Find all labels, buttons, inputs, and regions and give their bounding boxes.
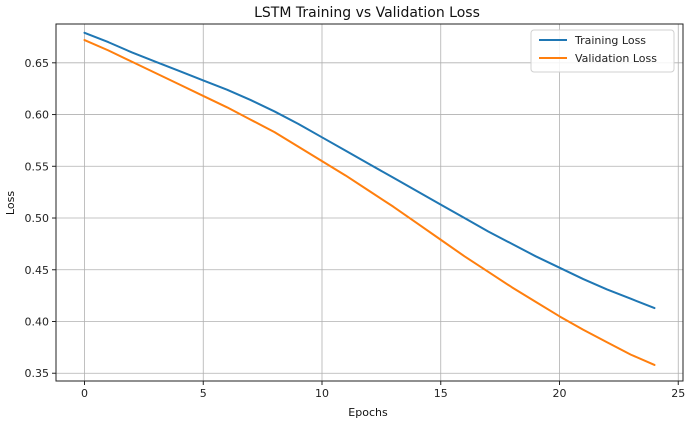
grid-layer [56, 24, 683, 381]
legend: Training Loss Validation Loss [530, 29, 675, 73]
x-tick-label: 10 [315, 387, 329, 400]
x-tick-label: 15 [434, 387, 448, 400]
x-tick-label: 0 [81, 387, 88, 400]
y-tick-label: 0.40 [25, 316, 50, 329]
series-line-validation-loss [83, 39, 656, 366]
plot-frame [55, 23, 684, 382]
x-tick-label: 5 [200, 387, 207, 400]
y-tick-label: 0.65 [25, 57, 50, 70]
y-tick-label: 0.45 [25, 264, 50, 277]
y-tick-label: 0.50 [25, 212, 50, 225]
x-tick-label: 25 [671, 387, 685, 400]
series-layer [83, 31, 656, 366]
legend-label-training-loss: Training Loss [574, 34, 646, 47]
x-axis-label: Epochs [348, 406, 388, 419]
y-axis-label: Loss [4, 191, 17, 215]
series-line-training-loss [83, 31, 656, 310]
tick-layer: 0 5 10 15 20 25 0.35 0.40 0.45 0.50 0.55 0.60 0.65 [25, 57, 685, 400]
y-tick-label: 0.35 [25, 367, 50, 380]
y-tick-label: 0.55 [25, 160, 50, 173]
legend-label-validation-loss: Validation Loss [575, 52, 657, 65]
chart-title: LSTM Training vs Validation Loss [254, 5, 480, 21]
y-tick-label: 0.60 [25, 109, 50, 122]
x-tick-label: 20 [553, 387, 567, 400]
